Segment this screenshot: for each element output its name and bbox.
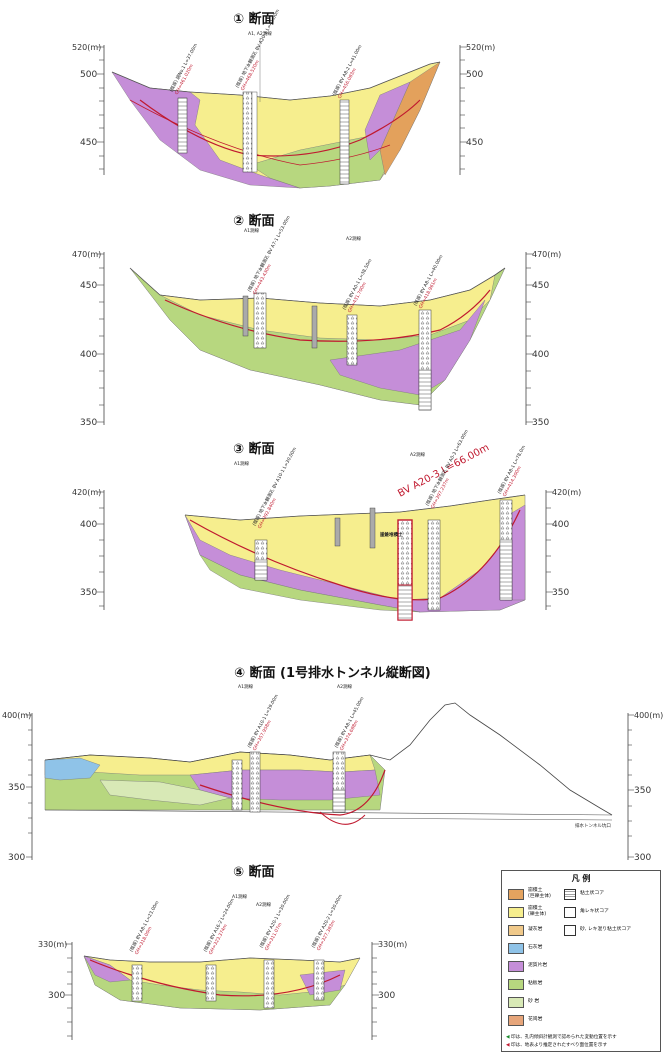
s1-axis-top-right: 520(m) (466, 43, 495, 52)
legend-title: 凡 例 (571, 874, 591, 883)
s4-tick-350-right: 350 (634, 786, 651, 796)
s2-tick-350-left: 350 (80, 418, 97, 428)
legend-core-angular-gravel (564, 907, 576, 918)
s2-axis-top-left: 470(m) (72, 250, 101, 259)
legend-label-colluvium-gravel: 崩積土 (礫主体) (528, 906, 547, 917)
s3-bh2-label: (既設) 地下水観測孔 BV A0-3 L=63.00m (424, 428, 470, 507)
s4-axis-top-right: 400(m) (634, 711, 663, 720)
legend-swatch-colluvium-gravel (508, 907, 524, 918)
legend-core-sandy-clay (564, 925, 576, 936)
section-1-drawing: 520(m) 500 450 520(m) 500 450 A1, A2測線 (… (72, 8, 495, 189)
s2-tick-350-right: 350 (532, 418, 549, 428)
s3-soil-label: 崖錐堆積土 (379, 531, 403, 538)
s4-survey-line-a1: A1測線 (238, 683, 253, 690)
legend-swatch-granite (508, 1015, 524, 1026)
s5-axis-top-right: 330(m) (378, 940, 407, 949)
legend-label-granite: 花崗岩 (528, 1017, 543, 1022)
section-5-title: ⑤ 断面 (233, 865, 275, 880)
s2-tick-400-right: 400 (532, 350, 549, 360)
legend-swatch-sandstone (508, 997, 524, 1008)
legend-note-inclinometer: ◀ 印は、孔内傾斜計観測で認められた変動位置を示す (506, 1035, 617, 1040)
s3-survey-line-a2: A2測線 (410, 451, 425, 458)
legend-label-colluvium-boulder: 崩積土 (巨礫主体) (528, 888, 551, 899)
s1-bh2-label: (既設) 地下水観測孔 BV A20-1 L=41.00m (234, 8, 282, 89)
legend-box: 凡 例 崩積土 (巨礫主体) 崩積土 (礫主体) 凝灰岩 石灰岩 泥質片岩 粘板岩 … (501, 870, 661, 1052)
legend-core-clay (564, 889, 576, 900)
legend-label-limestone: 石灰岩 (528, 945, 543, 950)
s2-tick-450-right: 450 (532, 281, 549, 291)
red-triangle-icon: ◀ (506, 1043, 510, 1048)
s3-survey-line-a1: A1測線 (234, 460, 249, 467)
s2-axis-top-right: 470(m) (532, 250, 561, 259)
s2-survey-line-a1: A1測線 (244, 227, 259, 234)
legend-label-slate: 粘板岩 (528, 981, 543, 986)
s4-tick-300-left: 300 (8, 853, 25, 863)
legend-swatch-pelitic-schist (508, 961, 524, 972)
s4-tunnel-portal-label: 排水トンネル坑口 (575, 822, 611, 829)
s4-tick-350-left: 350 (8, 783, 25, 793)
s4-tick-300-right: 300 (634, 853, 651, 863)
s3-tick-400-right: 400 (552, 520, 569, 530)
section-5-drawing: 330(m) 300 330(m) 300 A1測線 A2測線 (既設) BV … (38, 893, 407, 1040)
legend-note-slip-surface: ◀ 印は、地表より推定されたすべり面位置を示す (506, 1043, 608, 1048)
s5-axis-top-left: 330(m) (38, 940, 67, 949)
s5-tick-300-left: 300 (48, 991, 65, 1001)
s2-tick-400-left: 400 (80, 350, 97, 360)
legend-swatch-limestone (508, 943, 524, 954)
section-2-title: ② 断面 (233, 214, 275, 229)
green-triangle-icon: ◀ (506, 1035, 510, 1040)
s3-axis-top-left: 420(m) (72, 488, 101, 497)
s3-tick-350-left: 350 (80, 588, 97, 598)
s3-bh1-label: (既設) 地下水観測孔 BV A10-1 L=30.00m (251, 446, 299, 527)
legend-label-sandstone: 砂 岩 (528, 999, 540, 1004)
legend-label-pelitic-schist: 泥質片岩 (528, 963, 548, 968)
legend-label-core-clay: 粘土状コア (580, 891, 604, 896)
section-1-title: ① 断面 (233, 12, 275, 27)
s5-survey-line-a1: A1測線 (232, 893, 247, 900)
section-4-drawing: 400(m) 350 300 400(m) 350 300 A1測線 A2測線 … (2, 683, 663, 863)
s1-axis-top-left: 520(m) (72, 43, 101, 52)
s3-tick-400-left: 400 (80, 520, 97, 530)
s2-bh1-label: (既設) 地下水観測孔 BV A7-1 L=53.00m (246, 214, 292, 293)
s5-survey-line-a2: A2測線 (256, 901, 271, 908)
s1-tick-450-right: 450 (466, 138, 483, 148)
section-2-drawing: 470(m) 450 400 350 470(m) 450 400 350 A1… (72, 214, 561, 428)
legend-swatch-slate (508, 979, 524, 990)
s1-tick-500-left: 500 (80, 70, 97, 80)
legend-swatch-tuff (508, 925, 524, 936)
s3-axis-top-right: 420(m) (552, 488, 581, 497)
s2-survey-line-a2: A2測線 (346, 235, 361, 242)
s3-tick-350-right: 350 (552, 588, 569, 598)
s4-survey-line-a2: A2測線 (337, 683, 352, 690)
s2-tick-450-left: 450 (80, 281, 97, 291)
section-4-title: ④ 断面 (1号排水トンネル縦断図) (234, 666, 431, 681)
legend-label-core-sandy-clay: 砂, レキ混り粘土状コア (580, 927, 632, 932)
s1-survey-line-a1a2: A1, A2測線 (248, 30, 272, 37)
legend-swatch-colluvium-boulder (508, 889, 524, 900)
s1-tick-450-left: 450 (80, 138, 97, 148)
legend-label-core-angular-gravel: 角レキ状コア (580, 909, 609, 914)
legend-label-tuff: 凝灰岩 (528, 927, 543, 932)
s1-tick-500-right: 500 (466, 70, 483, 80)
section-3-drawing: 420(m) 400 350 420(m) 400 350 崖錐堆積土 A1測線… (72, 428, 581, 621)
s4-axis-top-left: 400(m) (2, 711, 31, 720)
section-3-title: ③ 断面 (233, 442, 275, 457)
s5-tick-300-right: 300 (378, 991, 395, 1001)
